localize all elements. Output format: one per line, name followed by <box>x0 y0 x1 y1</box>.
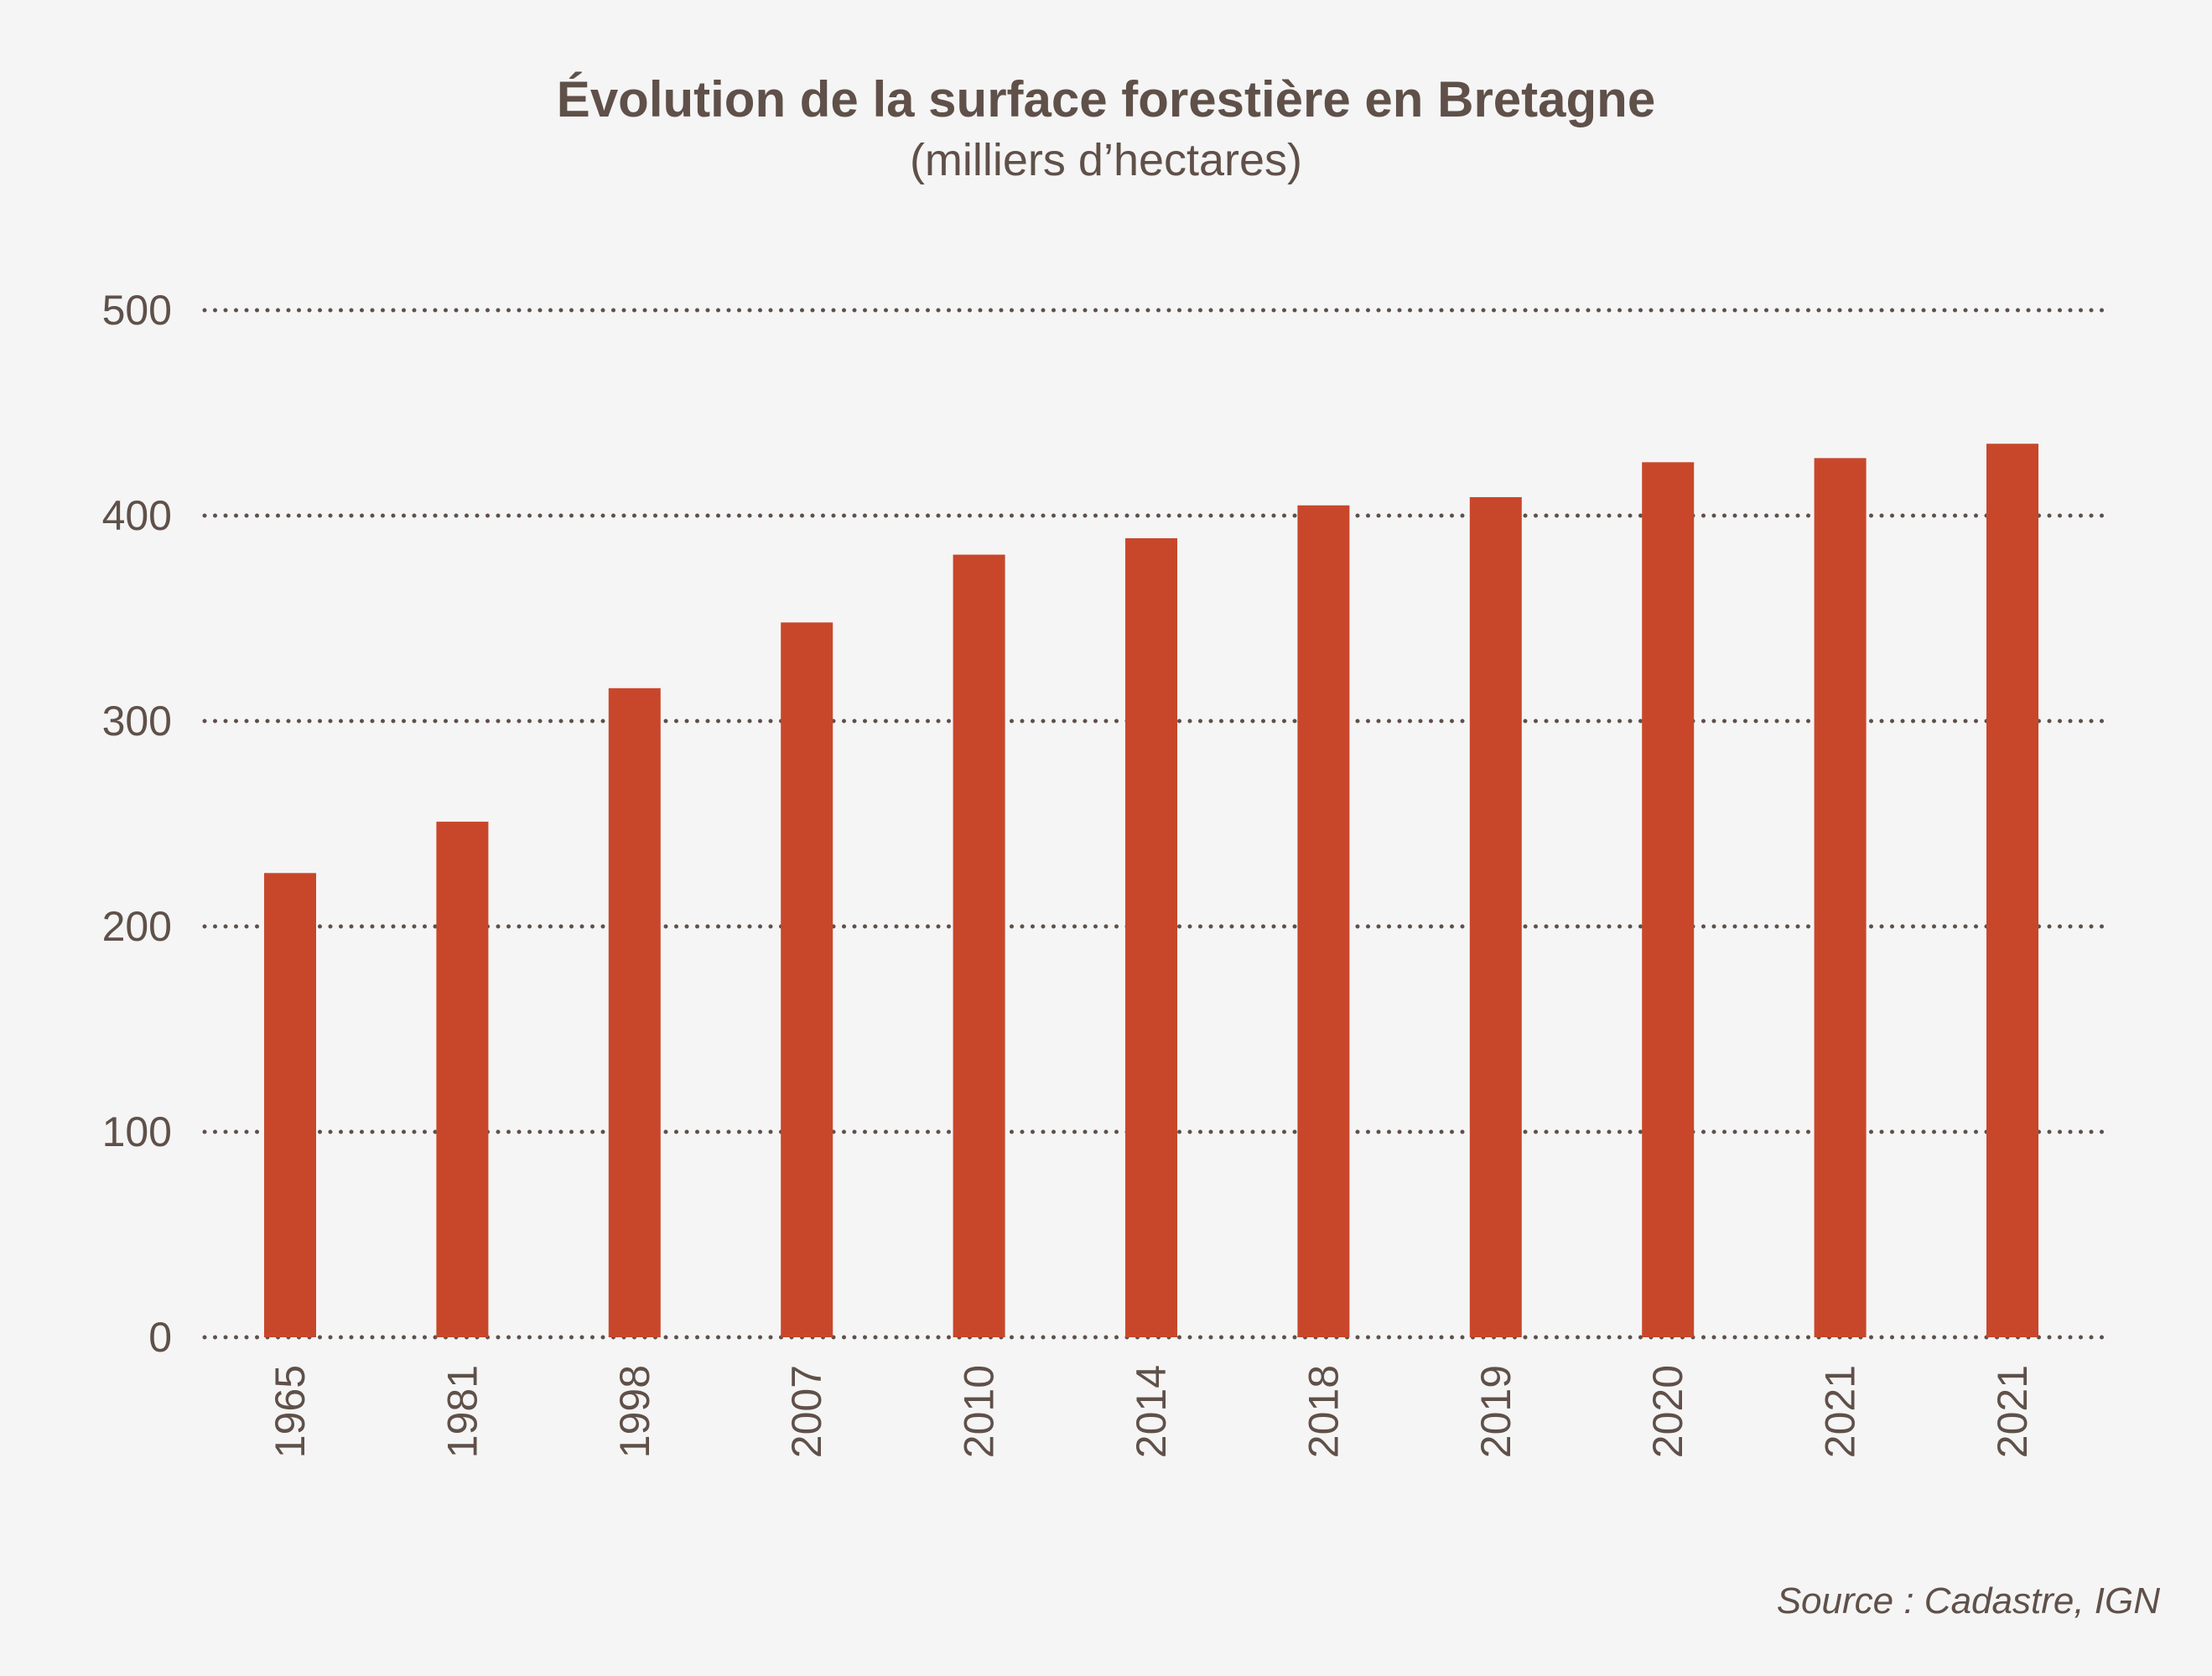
x-tick-label: 1998 <box>611 1365 658 1458</box>
y-tick-label: 500 <box>102 287 172 334</box>
x-tick-label: 2019 <box>1472 1365 1519 1458</box>
bar <box>264 873 316 1337</box>
x-tick-label: 2007 <box>783 1365 830 1458</box>
bar <box>1125 537 1177 1337</box>
y-tick-label: 200 <box>102 903 172 950</box>
y-tick-label: 400 <box>102 492 172 539</box>
x-tick-label: 2010 <box>956 1365 1003 1458</box>
bar <box>1814 458 1867 1337</box>
x-tick-label: 2014 <box>1128 1365 1175 1458</box>
bar <box>1469 496 1522 1337</box>
bar <box>1297 505 1350 1337</box>
source-note: Source : Cadastre, IGN <box>1776 1580 2160 1622</box>
y-tick-label: 300 <box>102 698 172 745</box>
bar <box>608 688 661 1337</box>
x-tick-label: 1965 <box>267 1365 314 1458</box>
x-tick-label: 2018 <box>1300 1365 1347 1458</box>
bar <box>436 822 489 1337</box>
bar <box>1642 462 1695 1337</box>
bar <box>953 554 1005 1337</box>
x-tick-label: 2021 <box>1989 1365 2036 1458</box>
chart-title: Évolution de la surface forestière en Br… <box>556 71 1656 127</box>
x-tick-label: 2021 <box>1817 1365 1864 1458</box>
y-tick-label: 0 <box>148 1314 172 1361</box>
x-tick-label: 2020 <box>1644 1365 1691 1458</box>
chart-subtitle: (milliers d’hectares) <box>909 135 1303 185</box>
x-tick-label: 1981 <box>439 1365 485 1458</box>
bar <box>1986 444 2038 1337</box>
y-tick-label: 100 <box>102 1108 172 1155</box>
bar <box>781 622 833 1337</box>
